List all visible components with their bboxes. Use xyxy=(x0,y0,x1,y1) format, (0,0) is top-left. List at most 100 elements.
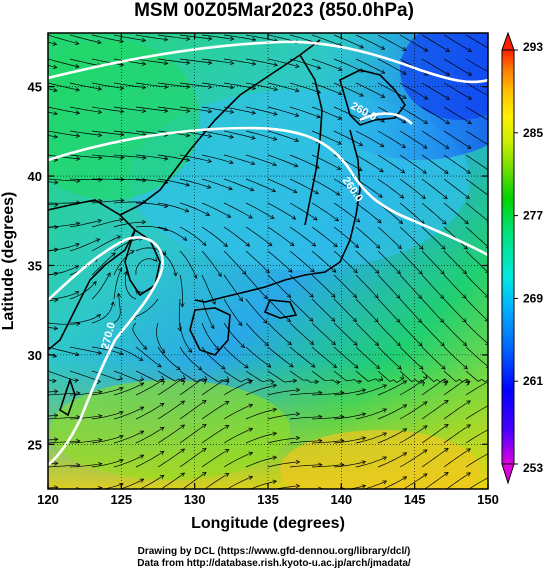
streamline xyxy=(182,472,207,489)
streamline xyxy=(157,346,181,371)
streamline xyxy=(465,405,488,420)
streamline-arrow xyxy=(52,378,57,384)
streamline-arrow xyxy=(207,133,213,139)
streamline-arrow xyxy=(490,475,494,478)
streamline-arrow xyxy=(119,217,124,223)
streamline xyxy=(311,226,338,248)
streamline xyxy=(69,106,102,113)
streamline xyxy=(377,404,407,420)
streamline-arrow xyxy=(53,461,59,466)
streamline xyxy=(91,82,124,89)
streamline-arrow xyxy=(462,341,468,347)
streamline-arrow xyxy=(139,382,145,387)
streamline-arrow xyxy=(286,317,291,323)
streamline-arrow xyxy=(380,69,386,74)
streamline xyxy=(48,154,80,160)
streamline xyxy=(48,390,58,393)
streamline xyxy=(69,463,102,468)
streamline-arrow xyxy=(75,242,80,248)
streamline-arrow xyxy=(53,111,58,116)
streamline xyxy=(204,473,229,489)
streamline xyxy=(289,202,318,221)
streamline-arrow xyxy=(185,182,190,187)
streamline xyxy=(69,439,102,444)
streamline xyxy=(289,464,322,468)
streamline-arrow xyxy=(359,44,364,49)
streamline xyxy=(48,291,79,300)
streamline-arrow xyxy=(421,194,426,200)
x-tick-label: 120 xyxy=(37,492,59,507)
streamline xyxy=(245,178,276,192)
streamline-arrow xyxy=(295,63,300,68)
streamline xyxy=(245,58,278,66)
streamline xyxy=(113,370,144,382)
streamline xyxy=(245,456,277,468)
streamline xyxy=(355,432,387,444)
streamline xyxy=(289,250,315,273)
streamline-arrow xyxy=(180,400,186,405)
streamline-arrow xyxy=(337,66,343,71)
streamline xyxy=(48,440,80,444)
streamline-arrow xyxy=(490,403,494,406)
streamline-arrow xyxy=(139,454,145,459)
streamline xyxy=(465,106,488,121)
streamline xyxy=(157,448,185,468)
streamline-arrow xyxy=(180,424,186,429)
streamline xyxy=(399,274,422,299)
streamline-arrow xyxy=(159,474,165,479)
streamline xyxy=(245,408,277,420)
streamline-arrow xyxy=(96,314,101,319)
streamline-arrow xyxy=(251,37,257,42)
streamline xyxy=(311,178,340,196)
streamline-arrow xyxy=(97,486,103,489)
streamline-arrow xyxy=(310,268,315,273)
streamline-arrow xyxy=(467,95,473,100)
streamline xyxy=(245,274,268,300)
streamline-arrow xyxy=(251,61,257,66)
streamline xyxy=(69,82,102,90)
colorbar-lower-arrow xyxy=(501,463,515,485)
streamline-arrow xyxy=(251,135,256,140)
streamline-arrow xyxy=(374,269,380,274)
streamline xyxy=(421,130,449,149)
streamline xyxy=(377,58,407,75)
streamline xyxy=(113,250,135,276)
streamline-arrow xyxy=(224,381,230,386)
streamline xyxy=(333,389,366,396)
streamline-arrow xyxy=(378,375,384,381)
streamline-arrow xyxy=(375,364,381,370)
streamline-arrow xyxy=(462,294,467,299)
y-tick-label: 30 xyxy=(28,348,42,363)
streamline-arrow xyxy=(379,143,385,148)
streamline xyxy=(421,34,450,52)
streamline-arrow xyxy=(336,380,341,385)
y-tick-label: 35 xyxy=(28,258,42,273)
streamline xyxy=(355,130,385,148)
streamline-arrow xyxy=(442,220,447,225)
streamline xyxy=(311,346,337,368)
streamline xyxy=(355,384,387,396)
streamline-arrow xyxy=(53,326,59,331)
colorbar-tick-label: 277 xyxy=(523,209,543,223)
streamline-arrow xyxy=(205,211,211,216)
streamline xyxy=(91,58,124,66)
streamline xyxy=(245,34,278,42)
map-title: MSM 00Z05Mar2023 (850.0hPa) xyxy=(134,0,414,21)
streamline xyxy=(465,322,488,345)
streamline-arrow xyxy=(106,272,111,277)
streamline-arrow xyxy=(379,168,384,173)
streamline xyxy=(311,416,344,420)
streamline xyxy=(157,82,190,88)
streamline xyxy=(377,274,401,299)
streamline xyxy=(333,298,357,322)
streamline-arrow xyxy=(130,250,135,255)
streamline-arrow xyxy=(53,413,59,418)
streamline xyxy=(289,440,322,444)
streamline xyxy=(443,34,472,52)
streamline xyxy=(421,448,449,468)
streamline-arrow xyxy=(272,431,278,436)
streamline-arrow xyxy=(466,400,471,405)
streamline xyxy=(399,449,428,468)
streamline-arrow xyxy=(309,340,315,346)
streamline xyxy=(69,130,102,136)
